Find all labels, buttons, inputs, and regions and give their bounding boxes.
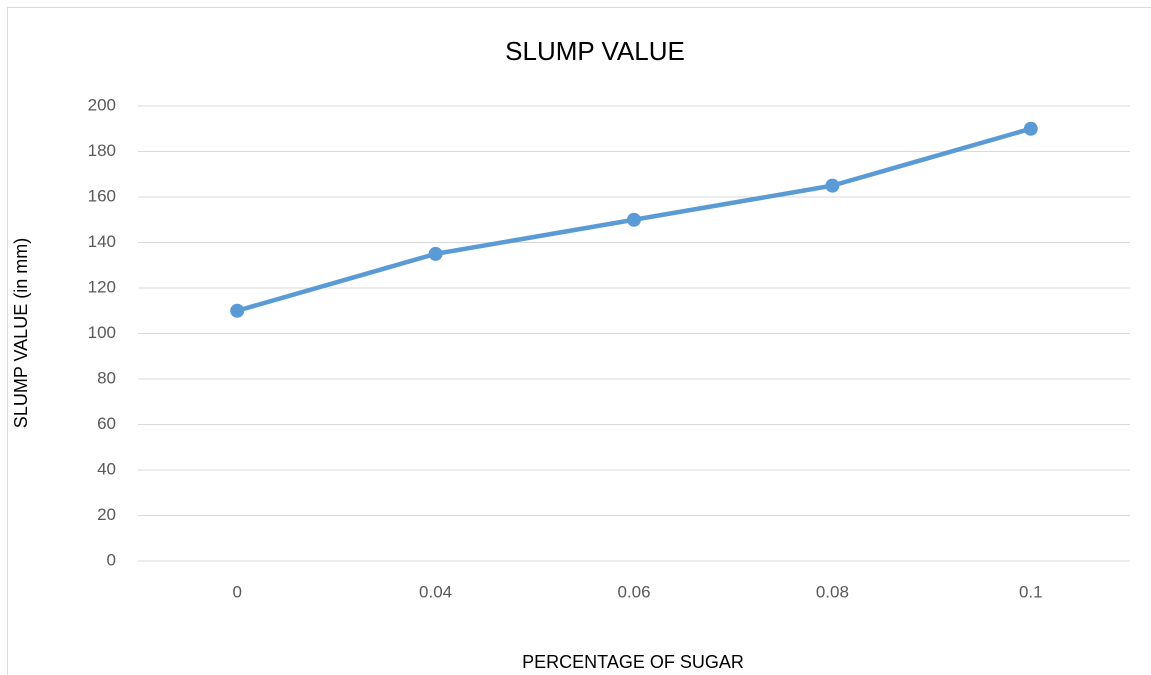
chart-title: SLUMP VALUE bbox=[505, 36, 685, 66]
marker bbox=[1023, 121, 1038, 136]
x-tick-label: 0 bbox=[232, 582, 241, 601]
y-tick-label: 60 bbox=[97, 414, 116, 433]
y-tick-label: 80 bbox=[97, 368, 116, 387]
x-axis-label: PERCENTAGE OF SUGAR bbox=[522, 652, 744, 672]
x-tick-label: 0.06 bbox=[617, 582, 650, 601]
y-tick-label: 180 bbox=[88, 141, 116, 160]
x-tick-label: 0.08 bbox=[816, 582, 849, 601]
chart-border bbox=[7, 7, 1151, 675]
marker bbox=[825, 178, 840, 193]
marker bbox=[627, 212, 641, 227]
y-tick-label: 120 bbox=[88, 277, 116, 296]
y-tick-label: 200 bbox=[88, 95, 116, 114]
y-axis-label: SLUMP VALUE (in mm) bbox=[11, 238, 31, 428]
y-tick-label: 0 bbox=[107, 550, 116, 569]
x-tick-label: 0.04 bbox=[419, 582, 452, 601]
y-tick-label: 100 bbox=[88, 323, 116, 342]
y-tick-label: 140 bbox=[88, 232, 116, 251]
marker bbox=[230, 303, 245, 318]
y-tick-label: 20 bbox=[97, 505, 116, 524]
marker bbox=[428, 246, 443, 261]
x-tick-label: 0.1 bbox=[1019, 582, 1043, 601]
y-tick-label: 40 bbox=[97, 459, 116, 478]
y-tick-label: 160 bbox=[88, 186, 116, 205]
